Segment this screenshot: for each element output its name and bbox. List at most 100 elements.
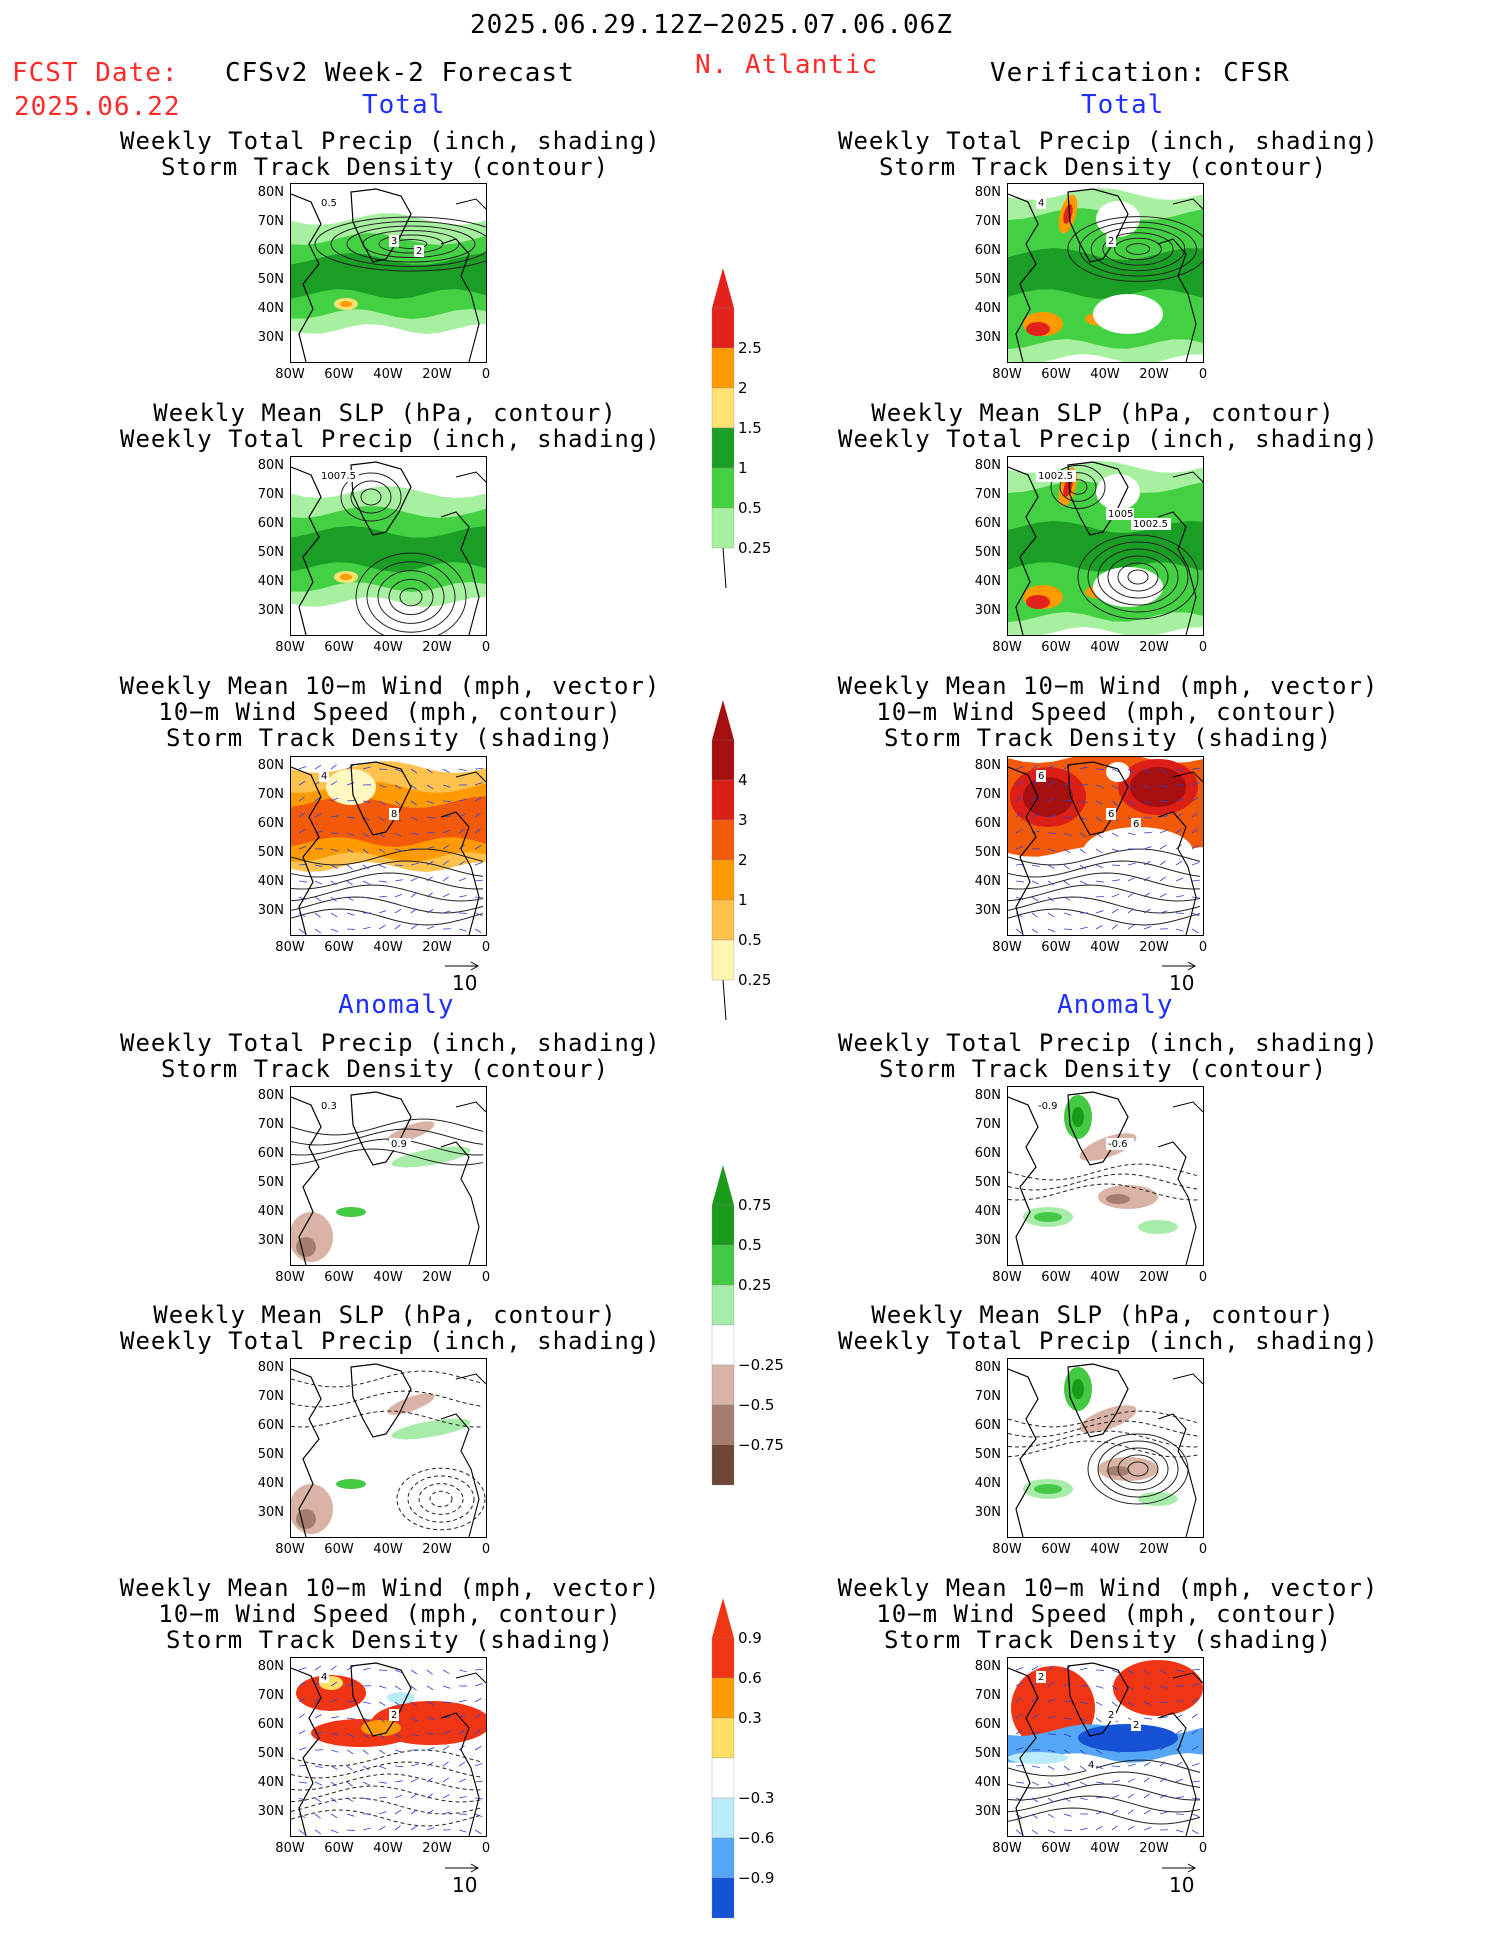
lon-tick-label: 80W <box>270 1841 310 1856</box>
lat-tick-label: 50N <box>246 272 284 287</box>
title-f-wind: Weekly Mean 10−m Wind (mph, vector) 10−m… <box>110 673 670 751</box>
lon-tick-label: 20W <box>417 940 457 955</box>
lon-tick-label: 40W <box>368 640 408 655</box>
lat-tick-label: 80N <box>246 1659 284 1674</box>
lat-tick-label: 70N <box>963 214 1001 229</box>
colorbar-label: 0.9 <box>738 1629 762 1647</box>
contour-label: 2 <box>391 1710 397 1721</box>
lat-tick-label: 40N <box>246 874 284 889</box>
lat-tick-label: 70N <box>246 1117 284 1132</box>
lon-tick-label: 40W <box>1085 367 1125 382</box>
lat-tick-label: 30N <box>963 603 1001 618</box>
contour-label: 4 <box>1088 1760 1094 1771</box>
lon-tick-label: 80W <box>270 1270 310 1285</box>
lon-tick-label: 20W <box>417 640 457 655</box>
colorbar-label: 2.5 <box>738 339 762 357</box>
lat-tick-label: 30N <box>963 330 1001 345</box>
lon-tick-label: 80W <box>987 1542 1027 1557</box>
lat-tick-label: 80N <box>963 1088 1001 1103</box>
contour-label: 0.5 <box>321 198 337 209</box>
contour-label: 2 <box>1108 1710 1114 1721</box>
colorbar-label: 0.5 <box>738 1236 762 1254</box>
lon-tick-label: 80W <box>270 640 310 655</box>
date-range: 2025.06.29.12Z−2025.07.06.06Z <box>470 10 953 40</box>
lat-tick-label: 70N <box>246 487 284 502</box>
lat-tick-label: 70N <box>246 214 284 229</box>
section-total-left: Total <box>362 90 445 120</box>
lon-tick-label: 0 <box>1183 367 1223 382</box>
lat-tick-label: 40N <box>963 301 1001 316</box>
lon-tick-label: 0 <box>466 1542 506 1557</box>
contour-label: 1005 <box>1108 509 1133 520</box>
lon-tick-label: 60W <box>319 1270 359 1285</box>
lon-tick-label: 60W <box>1036 1542 1076 1557</box>
contour-label: 3 <box>391 236 397 247</box>
lat-tick-label: 30N <box>246 903 284 918</box>
colorbar-label: 0.25 <box>738 1276 771 1294</box>
lat-tick-label: 40N <box>246 1204 284 1219</box>
lat-tick-label: 30N <box>246 1233 284 1248</box>
lon-tick-label: 20W <box>1134 640 1174 655</box>
lat-tick-label: 30N <box>246 1804 284 1819</box>
lon-tick-label: 40W <box>368 1841 408 1856</box>
lon-tick-label: 20W <box>1134 1542 1174 1557</box>
lon-tick-label: 0 <box>1183 640 1223 655</box>
lat-tick-label: 40N <box>963 874 1001 889</box>
lat-tick-label: 60N <box>246 243 284 258</box>
colorbar-label: 1 <box>738 459 748 477</box>
lat-tick-label: 50N <box>963 1746 1001 1761</box>
contour-label: 8 <box>391 809 397 820</box>
lon-tick-label: 40W <box>368 367 408 382</box>
lat-tick-label: 30N <box>963 1505 1001 1520</box>
lon-tick-label: 80W <box>987 1841 1027 1856</box>
lon-tick-label: 80W <box>987 640 1027 655</box>
vector-reference-label: 10 <box>1169 971 1194 995</box>
colorbar-label: 0.75 <box>738 1196 771 1214</box>
colorbar-label: 0.25 <box>738 971 771 989</box>
lat-tick-label: 40N <box>963 1204 1001 1219</box>
lat-tick-label: 70N <box>963 1688 1001 1703</box>
lon-tick-label: 60W <box>1036 367 1076 382</box>
lon-tick-label: 0 <box>1183 1542 1223 1557</box>
lat-tick-label: 40N <box>246 574 284 589</box>
lat-tick-label: 40N <box>963 574 1001 589</box>
contour-label: 1007.5 <box>321 471 356 482</box>
lon-tick-label: 40W <box>1085 1841 1125 1856</box>
map-f-slp: 1007.5 <box>290 456 487 636</box>
lon-tick-label: 0 <box>466 940 506 955</box>
lat-tick-label: 70N <box>246 1688 284 1703</box>
lat-tick-label: 60N <box>963 1146 1001 1161</box>
lon-tick-label: 40W <box>368 940 408 955</box>
lon-tick-label: 60W <box>1036 640 1076 655</box>
lat-tick-label: 60N <box>246 1418 284 1433</box>
colorbar-label: 1.5 <box>738 419 762 437</box>
lat-tick-label: 40N <box>246 301 284 316</box>
lat-tick-label: 50N <box>963 545 1001 560</box>
lat-tick-label: 80N <box>963 1659 1001 1674</box>
lon-tick-label: 0 <box>1183 940 1223 955</box>
lon-tick-label: 60W <box>319 1542 359 1557</box>
lon-tick-label: 40W <box>368 1270 408 1285</box>
lat-tick-label: 60N <box>246 1146 284 1161</box>
lon-tick-label: 40W <box>1085 1270 1125 1285</box>
lon-tick-label: 0 <box>466 367 506 382</box>
title-va-precip: Weekly Total Precip (inch, shading) Stor… <box>838 1030 1368 1082</box>
lon-tick-label: 60W <box>1036 940 1076 955</box>
lat-tick-label: 80N <box>246 458 284 473</box>
colorbar-label: 1 <box>738 891 748 909</box>
colorbar-label: −0.75 <box>738 1436 784 1454</box>
lat-tick-label: 60N <box>963 1717 1001 1732</box>
lat-tick-label: 50N <box>963 1175 1001 1190</box>
contour-label: 2 <box>416 246 422 257</box>
lon-tick-label: 20W <box>1134 1270 1174 1285</box>
lat-tick-label: 80N <box>963 1360 1001 1375</box>
lat-tick-label: 60N <box>963 243 1001 258</box>
lon-tick-label: 80W <box>270 367 310 382</box>
title-v-wind: Weekly Mean 10−m Wind (mph, vector) 10−m… <box>828 673 1388 751</box>
lat-tick-label: 60N <box>963 816 1001 831</box>
lat-tick-label: 40N <box>963 1775 1001 1790</box>
contour-label: 0.3 <box>321 1101 337 1112</box>
